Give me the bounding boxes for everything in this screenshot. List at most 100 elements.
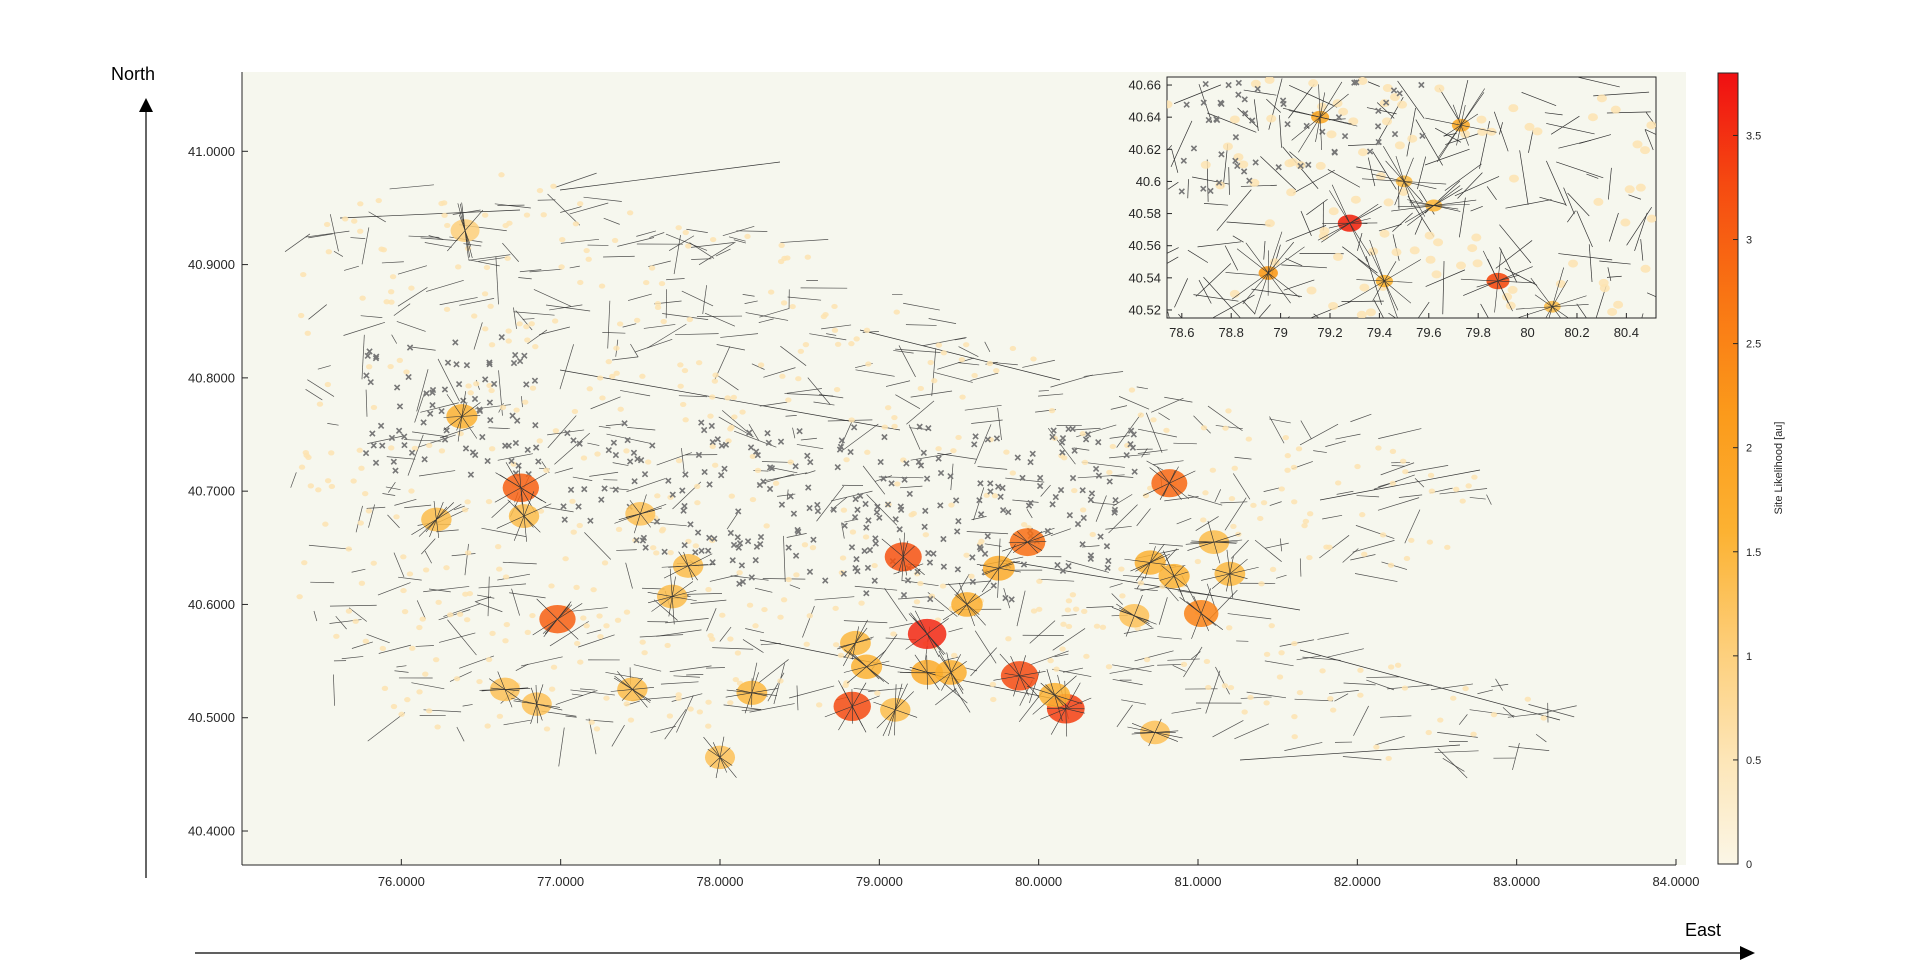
fault-segment	[1407, 185, 1461, 226]
candidate-point	[843, 457, 850, 463]
fault-segment	[868, 687, 904, 692]
candidate-point	[1200, 160, 1211, 169]
fault-segment	[1167, 181, 1179, 190]
fault-segment	[814, 596, 855, 601]
candidate-point	[1357, 77, 1368, 85]
fault-segment	[1193, 294, 1239, 302]
candidate-point	[1194, 558, 1202, 565]
fault-segment	[1242, 300, 1256, 315]
fault-segment	[317, 365, 331, 370]
candidate-point	[1460, 130, 1471, 139]
fault-segment	[800, 437, 817, 441]
candidate-point	[444, 222, 451, 229]
fault-segment	[423, 586, 470, 593]
fault-segment	[569, 265, 580, 269]
fault-segment	[971, 419, 1003, 424]
candidate-point	[488, 446, 496, 452]
fault-segment	[396, 321, 426, 332]
inset-x-tick-label: 78.6	[1169, 325, 1194, 340]
candidate-point	[1532, 127, 1543, 136]
fault-segment	[394, 670, 409, 673]
candidate-point	[767, 289, 775, 295]
excluded-marker	[1200, 99, 1207, 106]
fault-segment	[1334, 693, 1349, 702]
fault-segment	[439, 632, 476, 643]
candidate-point	[705, 723, 712, 729]
excluded-marker	[1082, 436, 1090, 443]
candidate-point	[297, 312, 305, 319]
fault-segment	[1224, 497, 1247, 531]
candidate-point	[804, 254, 812, 260]
excluded-marker	[1242, 110, 1249, 117]
fault-segment	[1442, 261, 1445, 315]
candidate-point	[588, 719, 595, 725]
candidate-point	[559, 237, 566, 243]
excluded-marker	[423, 390, 430, 397]
excluded-marker	[515, 462, 522, 469]
candidate-point	[641, 650, 648, 656]
fault-segment	[509, 592, 546, 599]
candidate-point	[1238, 160, 1249, 169]
x-ticks: 76.0000 77.0000 78.0000 79.0000 80.0000 81.00…	[378, 859, 1700, 889]
fault-segment	[1195, 263, 1232, 297]
candidate-point	[1540, 715, 1547, 721]
fault-segment	[1183, 646, 1203, 678]
excluded-marker	[848, 544, 856, 551]
fault-segment	[1167, 658, 1200, 661]
candidate-point	[370, 404, 378, 411]
fault-segment	[885, 380, 911, 387]
fault-segment	[1495, 240, 1533, 269]
candidate-point	[1284, 467, 1291, 473]
candidate-point	[401, 609, 409, 615]
excluded-marker	[405, 373, 412, 381]
fault-segment	[367, 712, 406, 742]
fault-segment	[859, 329, 1061, 381]
fault-segment	[910, 612, 945, 656]
candidate-point	[1477, 127, 1488, 136]
candidate-point	[1266, 114, 1277, 123]
excluded-marker	[971, 441, 978, 448]
excluded-marker	[1095, 472, 1103, 479]
candidate-point	[1327, 696, 1334, 702]
candidate-point	[692, 543, 700, 549]
fault-segment	[1122, 574, 1159, 579]
fault-segment	[765, 472, 808, 481]
candidate-point	[1226, 625, 1233, 631]
candidate-point	[388, 445, 395, 451]
candidate-point	[456, 611, 464, 617]
candidate-point	[404, 697, 411, 703]
candidate-point	[682, 417, 689, 423]
fault-segment	[1284, 742, 1323, 751]
excluded-marker	[940, 535, 947, 543]
candidate-point	[853, 336, 860, 342]
fault-segment	[944, 656, 959, 662]
candidate-point	[891, 414, 898, 421]
fault-segment	[728, 236, 746, 242]
colorbar-ticks: 3.532.521.510.50	[1733, 130, 1761, 871]
excluded-marker	[901, 476, 908, 483]
fault-segment	[398, 576, 422, 581]
fault-segment	[1134, 650, 1174, 662]
fault-segment	[1319, 535, 1350, 559]
candidate-point	[728, 493, 735, 499]
candidate-point	[1287, 158, 1298, 167]
candidate-point	[1640, 146, 1651, 155]
fault-segment	[393, 552, 405, 578]
fault-segment	[1356, 495, 1380, 498]
excluded-marker	[987, 480, 994, 487]
fault-segment	[415, 645, 434, 647]
fault-segment	[569, 202, 609, 215]
fault-segment	[1130, 553, 1171, 572]
x-tick-label: 77.0000	[537, 874, 584, 889]
fault-segment	[1111, 607, 1157, 625]
candidate-point	[594, 451, 601, 457]
candidate-point	[686, 316, 694, 323]
excluded-marker	[393, 384, 401, 391]
fault-segment	[1176, 518, 1192, 525]
candidate-point	[601, 560, 609, 566]
candidate-point	[1425, 255, 1436, 264]
fault-segment	[686, 674, 704, 676]
candidate-point	[548, 686, 556, 692]
fault-segment	[558, 727, 565, 767]
fault-segment	[365, 389, 368, 417]
